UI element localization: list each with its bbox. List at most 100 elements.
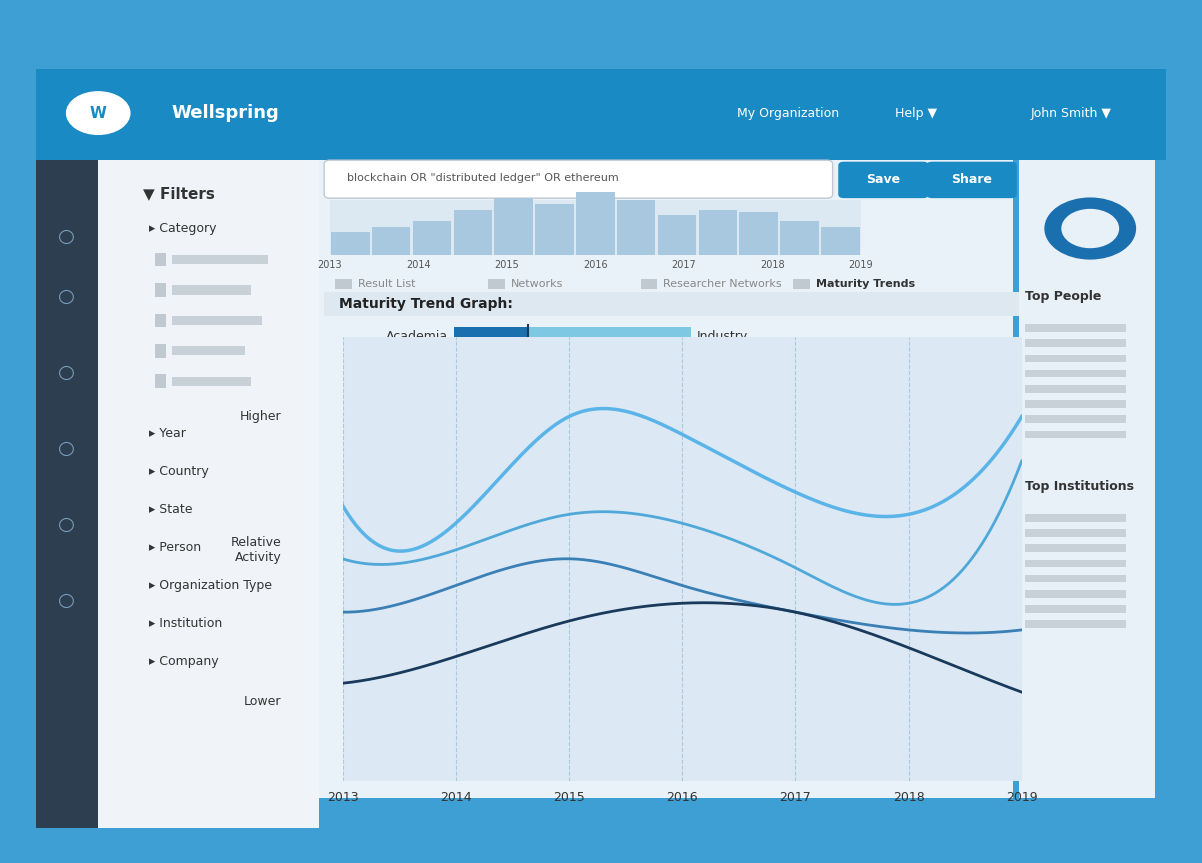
Text: Share: Share <box>951 173 992 186</box>
Text: Maturity Trends: Maturity Trends <box>816 279 915 289</box>
Text: Topic Maturity Trend: Topic Maturity Trend <box>504 353 630 366</box>
FancyBboxPatch shape <box>319 161 1013 798</box>
Text: Lower: Lower <box>244 695 281 708</box>
Text: 2014: 2014 <box>406 261 430 270</box>
FancyBboxPatch shape <box>576 192 614 255</box>
FancyBboxPatch shape <box>155 344 166 357</box>
Text: John Smith ▼: John Smith ▼ <box>1030 107 1112 120</box>
FancyBboxPatch shape <box>698 210 737 255</box>
Text: ▸ Country: ▸ Country <box>149 465 209 478</box>
Text: 2019: 2019 <box>849 261 873 270</box>
Text: ▼ Filters: ▼ Filters <box>143 186 215 201</box>
FancyBboxPatch shape <box>1025 415 1126 423</box>
Text: ▸ Category: ▸ Category <box>149 222 216 235</box>
Text: ○: ○ <box>58 363 75 382</box>
Circle shape <box>1063 210 1119 248</box>
FancyBboxPatch shape <box>494 198 532 255</box>
Text: Maturity Trend Graph:: Maturity Trend Graph: <box>339 297 513 311</box>
FancyBboxPatch shape <box>739 211 778 255</box>
Text: Academia: Academia <box>386 330 448 343</box>
FancyBboxPatch shape <box>172 346 245 356</box>
FancyBboxPatch shape <box>1025 545 1126 552</box>
FancyBboxPatch shape <box>335 280 352 289</box>
FancyBboxPatch shape <box>155 313 166 327</box>
FancyBboxPatch shape <box>1025 369 1126 377</box>
Text: ○: ○ <box>58 439 75 458</box>
Text: My Organization: My Organization <box>737 107 839 120</box>
FancyBboxPatch shape <box>1025 339 1126 347</box>
FancyBboxPatch shape <box>453 210 492 255</box>
FancyBboxPatch shape <box>172 255 268 264</box>
FancyBboxPatch shape <box>1025 590 1126 597</box>
FancyBboxPatch shape <box>1025 431 1126 438</box>
FancyBboxPatch shape <box>821 227 859 255</box>
FancyBboxPatch shape <box>172 316 262 325</box>
Circle shape <box>66 91 130 135</box>
FancyBboxPatch shape <box>99 161 319 828</box>
FancyBboxPatch shape <box>36 69 1166 161</box>
FancyBboxPatch shape <box>528 327 691 345</box>
FancyBboxPatch shape <box>793 280 810 289</box>
Text: Result List: Result List <box>358 279 416 289</box>
Text: Industry: Industry <box>697 330 749 343</box>
Text: Wellspring: Wellspring <box>172 104 279 122</box>
Text: 2018: 2018 <box>760 261 785 270</box>
FancyBboxPatch shape <box>329 200 861 255</box>
Text: ▸ Person: ▸ Person <box>149 541 201 554</box>
FancyBboxPatch shape <box>412 221 451 255</box>
Text: 2013: 2013 <box>317 261 343 270</box>
FancyBboxPatch shape <box>657 215 696 255</box>
Text: ○: ○ <box>58 227 75 246</box>
FancyBboxPatch shape <box>838 161 929 198</box>
FancyBboxPatch shape <box>331 232 369 255</box>
FancyBboxPatch shape <box>155 283 166 297</box>
Text: Save: Save <box>867 173 900 186</box>
FancyBboxPatch shape <box>927 161 1017 198</box>
FancyBboxPatch shape <box>371 227 410 255</box>
Text: ▸ State: ▸ State <box>149 503 192 516</box>
Text: Help ▼: Help ▼ <box>894 107 936 120</box>
Text: blockchain OR "distributed ledger" OR ethereum: blockchain OR "distributed ledger" OR et… <box>347 173 619 184</box>
Text: 2016: 2016 <box>583 261 608 270</box>
Text: ▸ Year: ▸ Year <box>149 427 186 440</box>
FancyBboxPatch shape <box>172 286 251 294</box>
FancyBboxPatch shape <box>1025 355 1126 362</box>
Text: Researcher Networks: Researcher Networks <box>664 279 781 289</box>
Text: Top People: Top People <box>1025 290 1101 304</box>
FancyBboxPatch shape <box>36 161 99 828</box>
Text: Relative
Activity: Relative Activity <box>231 536 281 564</box>
FancyBboxPatch shape <box>641 280 657 289</box>
Text: 2015: 2015 <box>494 261 519 270</box>
Text: W: W <box>90 105 107 121</box>
FancyBboxPatch shape <box>1019 161 1155 798</box>
FancyBboxPatch shape <box>1025 559 1126 567</box>
Text: ▸ Organization Type: ▸ Organization Type <box>149 579 272 592</box>
Text: ○: ○ <box>58 287 75 306</box>
FancyBboxPatch shape <box>1025 529 1126 537</box>
Text: ○: ○ <box>58 515 75 534</box>
Text: Networks: Networks <box>511 279 563 289</box>
Text: ○: ○ <box>58 591 75 610</box>
FancyBboxPatch shape <box>488 280 505 289</box>
Text: Higher: Higher <box>240 410 281 423</box>
FancyBboxPatch shape <box>155 375 166 388</box>
FancyBboxPatch shape <box>780 221 819 255</box>
FancyBboxPatch shape <box>1025 605 1126 613</box>
FancyBboxPatch shape <box>172 376 251 386</box>
Text: ▸ Company: ▸ Company <box>149 655 219 668</box>
Text: Top Institutions: Top Institutions <box>1025 480 1133 494</box>
Circle shape <box>1045 198 1136 259</box>
FancyBboxPatch shape <box>1025 400 1126 407</box>
FancyBboxPatch shape <box>1025 514 1126 521</box>
FancyBboxPatch shape <box>535 204 573 255</box>
FancyBboxPatch shape <box>617 200 655 255</box>
FancyBboxPatch shape <box>1025 575 1126 583</box>
FancyBboxPatch shape <box>325 292 1019 316</box>
FancyBboxPatch shape <box>1025 620 1126 628</box>
FancyBboxPatch shape <box>325 161 833 198</box>
Text: ▸ Institution: ▸ Institution <box>149 617 222 630</box>
Text: 2017: 2017 <box>672 261 696 270</box>
FancyBboxPatch shape <box>454 327 528 345</box>
FancyBboxPatch shape <box>1025 385 1126 393</box>
FancyBboxPatch shape <box>1025 324 1126 331</box>
